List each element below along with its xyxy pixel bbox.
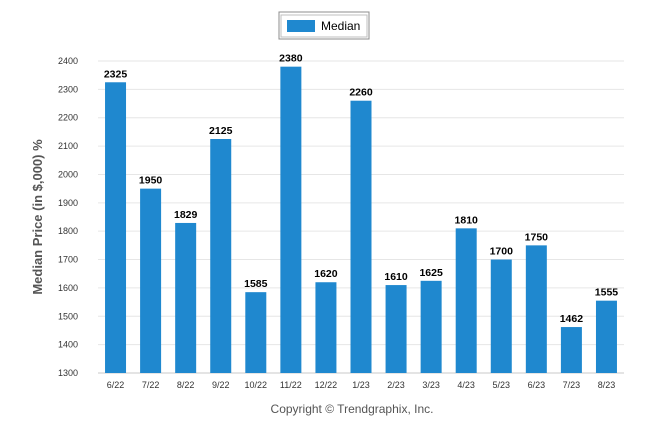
bar[interactable]: [245, 292, 267, 373]
y-tick-label: 2200: [58, 113, 78, 123]
x-tick-label: 7/22: [142, 380, 160, 390]
y-tick-label: 2400: [58, 56, 78, 66]
y-tick-label: 1700: [58, 255, 78, 265]
x-axis-ticks: 6/22 7/22 8/22 9/22 10/22 11/22 12/22 1/23 2/23 3…: [107, 380, 615, 390]
bar[interactable]: [420, 280, 442, 373]
y-tick-label: 1300: [58, 368, 78, 378]
x-tick-label: 6/23: [528, 380, 546, 390]
data-label: 1700: [490, 246, 514, 258]
bar[interactable]: [315, 282, 337, 373]
data-label: 2325: [104, 68, 128, 80]
data-label: 1625: [419, 267, 443, 279]
legend[interactable]: Median: [278, 11, 370, 40]
x-tick-label: 1/23: [352, 380, 370, 390]
bar[interactable]: [595, 300, 617, 373]
x-tick-label: 9/22: [212, 380, 230, 390]
data-label: 1750: [525, 231, 549, 243]
y-tick-label: 1800: [58, 226, 78, 236]
y-axis-title: Median Price (in $,000) %: [30, 139, 45, 295]
y-tick-label: 2300: [58, 84, 78, 94]
data-label: 1555: [595, 287, 619, 299]
bar[interactable]: [525, 245, 547, 373]
data-label: 1829: [174, 209, 198, 221]
x-tick-label: 11/22: [280, 380, 302, 390]
x-tick-label: 7/23: [563, 380, 581, 390]
x-tick-label: 2/23: [387, 380, 405, 390]
y-tick-label: 1600: [58, 283, 78, 293]
bar[interactable]: [210, 139, 232, 373]
bar[interactable]: [105, 82, 127, 373]
data-labels: 2325 1950 1829 2125 1585 2380 1620 2260 1610 1625…: [104, 53, 618, 325]
x-tick-label: 3/23: [422, 380, 440, 390]
y-tick-label: 2000: [58, 169, 78, 179]
bar[interactable]: [455, 228, 477, 373]
data-label: 1610: [384, 271, 408, 283]
data-label: 1620: [314, 268, 338, 280]
x-tick-label: 4/23: [457, 380, 475, 390]
y-tick-label: 1500: [58, 311, 78, 321]
bar[interactable]: [560, 327, 582, 373]
bar[interactable]: [490, 259, 512, 373]
bars: [105, 66, 617, 373]
copyright-footer: Copyright © Trendgraphix, Inc.: [271, 402, 434, 416]
bar[interactable]: [140, 188, 162, 373]
legend-swatch: [287, 20, 315, 32]
x-tick-label: 8/22: [177, 380, 195, 390]
bar[interactable]: [350, 100, 372, 373]
y-tick-label: 1900: [58, 198, 78, 208]
data-label: 1950: [139, 175, 163, 187]
data-label: 2260: [349, 87, 373, 99]
x-tick-label: 8/23: [598, 380, 616, 390]
x-tick-label: 6/22: [107, 380, 125, 390]
x-tick-label: 5/23: [493, 380, 511, 390]
bar[interactable]: [280, 66, 302, 373]
bar[interactable]: [175, 222, 197, 373]
x-tick-label: 10/22: [245, 380, 268, 390]
bar[interactable]: [385, 285, 407, 373]
data-label: 1585: [244, 278, 268, 290]
data-label: 2125: [209, 125, 233, 137]
y-tick-label: 2100: [58, 141, 78, 151]
y-axis-ticks: 1300 1400 1500 1600 1700 1800 1900 2000 2100 2200…: [58, 56, 78, 378]
data-label: 2380: [279, 53, 303, 65]
data-label: 1810: [455, 214, 479, 226]
x-tick-label: 12/22: [315, 380, 338, 390]
data-label: 1462: [560, 313, 584, 325]
legend-label: Median: [321, 19, 360, 33]
y-tick-label: 1400: [58, 340, 78, 350]
